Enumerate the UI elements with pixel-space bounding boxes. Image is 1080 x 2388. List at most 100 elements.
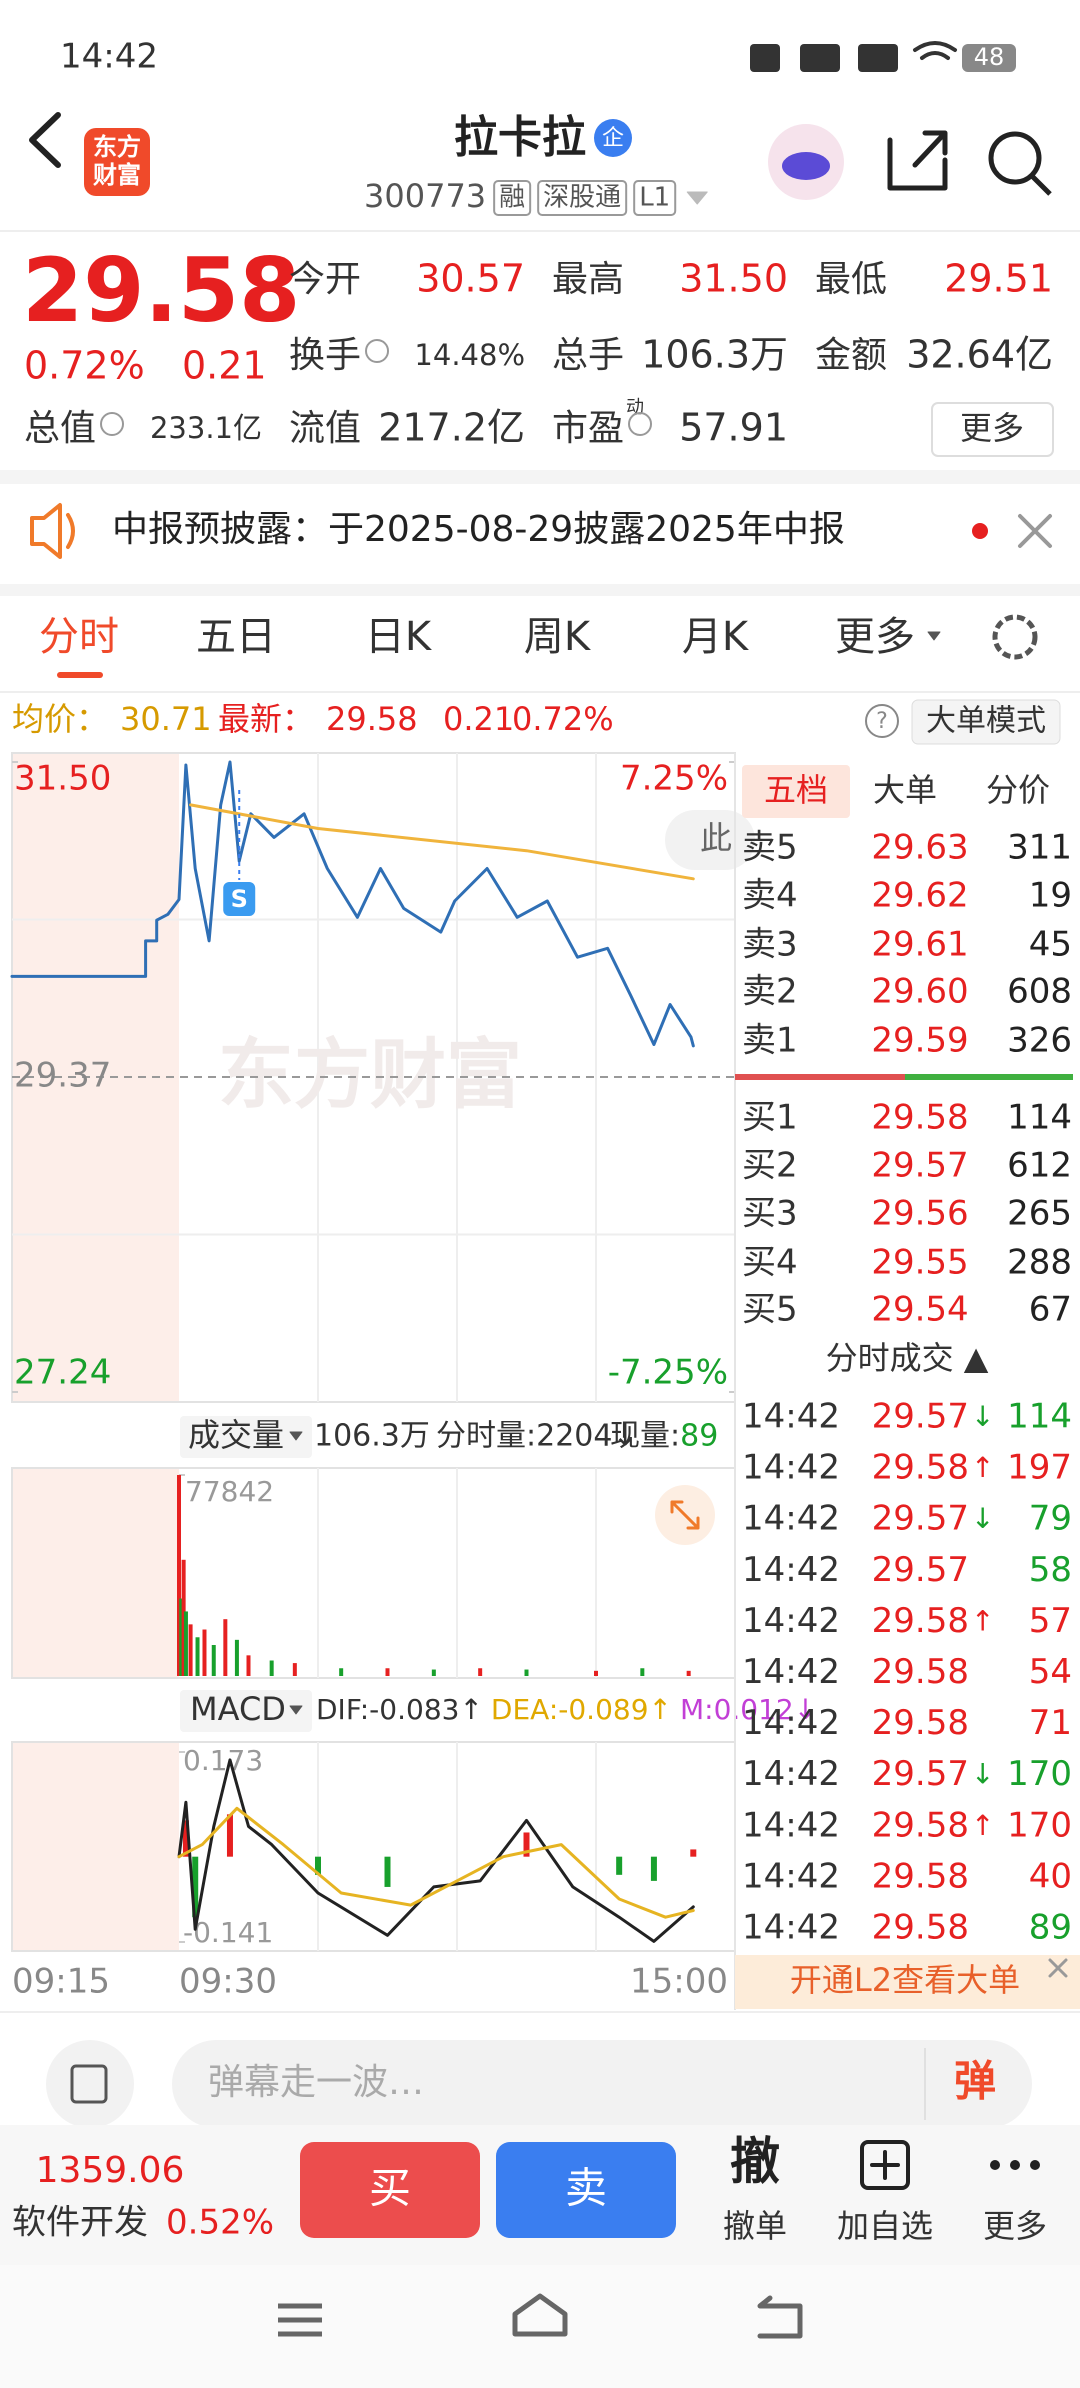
comment-placeholder[interactable]: 弹幕走一波… xyxy=(208,2062,424,2103)
sector-index: 1359.06 xyxy=(36,2150,185,2191)
chart-tab[interactable]: 周K xyxy=(524,614,592,660)
watchlist-icon xyxy=(860,2140,910,2190)
order-price: 29.62 xyxy=(871,876,968,916)
trade-price: 29.58 xyxy=(872,1448,969,1488)
danmu-toggle[interactable]: 弹 xyxy=(954,2057,996,2106)
trades-title: 分时成交 ▲ xyxy=(826,1339,989,1377)
y-tick-label: 77842 xyxy=(185,1475,274,1508)
more-dot xyxy=(1010,2160,1020,2170)
chart-tab[interactable]: 月K xyxy=(682,614,750,660)
sector-pct: 0.52% xyxy=(166,2203,274,2243)
signal-icon xyxy=(750,44,780,72)
comment-settings[interactable] xyxy=(46,2040,134,2128)
l2-banner-text[interactable]: 开通L2查看大单 xyxy=(790,1961,1020,1999)
trade-price: 29.58 xyxy=(872,1652,969,1692)
volume-bar xyxy=(223,1619,228,1676)
comment-input[interactable] xyxy=(172,2040,1032,2128)
trade-direction: ↑ xyxy=(971,1809,994,1842)
more-dot xyxy=(990,2160,1000,2170)
stock-tag: L1 xyxy=(639,183,670,213)
nav-back[interactable] xyxy=(757,2295,803,2339)
sell-button[interactable] xyxy=(496,2142,676,2238)
trade-volume: 170 xyxy=(1007,1805,1072,1845)
wifi-icon xyxy=(913,41,957,60)
chart-tab[interactable]: 更多 xyxy=(835,614,915,660)
share-button[interactable] xyxy=(887,130,948,191)
last-price: 29.58 xyxy=(22,239,300,342)
order-label: 买4 xyxy=(742,1243,798,1283)
help-text: ? xyxy=(876,709,888,734)
panel-header-box xyxy=(180,1690,312,1732)
marker xyxy=(223,882,256,916)
sell-label[interactable]: 卖 xyxy=(565,2164,607,2213)
order-book-tab[interactable]: 大单 xyxy=(873,771,937,809)
field-label: 总手 xyxy=(552,335,624,376)
close-notice[interactable] xyxy=(1018,514,1052,548)
chart-tab[interactable]: 五日 xyxy=(196,614,276,660)
field-value: 14.48% xyxy=(414,338,525,372)
volume-bar xyxy=(181,1559,186,1676)
order-book-tab[interactable]: 五档 xyxy=(764,771,828,809)
order-price: 29.60 xyxy=(871,972,968,1012)
buy-label[interactable]: 买 xyxy=(369,2164,411,2213)
trade-volume: 57 xyxy=(1029,1601,1072,1641)
chart-tab[interactable]: 分时 xyxy=(39,614,119,660)
order-price: 29.54 xyxy=(871,1290,968,1330)
action-label[interactable]: 撤单 xyxy=(723,2207,787,2245)
settings-button[interactable] xyxy=(992,614,1038,660)
change-pct: 0.72% xyxy=(24,344,145,388)
search-button[interactable] xyxy=(988,131,1042,185)
order-price: 29.55 xyxy=(871,1243,968,1283)
l2-banner[interactable] xyxy=(735,1955,1080,2009)
price-line xyxy=(189,803,695,881)
volume-bar xyxy=(177,1475,181,1676)
chart-tab[interactable]: 日K xyxy=(365,614,433,660)
y-tick-label: 31.50 xyxy=(14,759,111,799)
field-label: 流值 xyxy=(289,408,361,449)
watermark: 东方财富 xyxy=(218,1030,522,1119)
tag-box xyxy=(493,180,532,216)
field-label: 市盈 xyxy=(552,408,624,449)
tip-bubble xyxy=(665,810,755,870)
battery-level: 48 xyxy=(974,43,1005,71)
trade-volume: 170 xyxy=(1007,1754,1072,1794)
field-label: 总值 xyxy=(24,408,96,449)
trade-time: 14:42 xyxy=(742,1550,840,1590)
stock-tag: 深股通 xyxy=(543,183,621,213)
nav-home[interactable] xyxy=(512,2293,568,2337)
volume-bar xyxy=(339,1668,344,1676)
more-dot xyxy=(1030,2160,1040,2170)
field-label: 金额 xyxy=(815,335,887,376)
tag-box xyxy=(537,180,628,216)
info-avg: 30.71 xyxy=(120,700,212,738)
trade-time: 14:42 xyxy=(742,1499,840,1539)
ob-tab-active[interactable] xyxy=(742,765,850,818)
stock-name: 拉卡拉 xyxy=(454,112,586,163)
trade-price: 29.57 xyxy=(872,1754,969,1794)
macd-value: M:0.012↓ xyxy=(680,1693,817,1726)
watchlist-plus xyxy=(870,2150,900,2180)
close-banner xyxy=(1048,1958,1068,1978)
more-button[interactable] xyxy=(931,402,1054,457)
buy-button[interactable] xyxy=(300,2142,480,2238)
more-button-label[interactable]: 更多 xyxy=(960,409,1024,447)
x-tick-label: 09:30 xyxy=(179,1962,277,2002)
back-button[interactable] xyxy=(29,112,61,168)
volume-bar xyxy=(640,1668,645,1676)
pre-market-zone xyxy=(12,753,179,1402)
order-book-tab[interactable]: 分价 xyxy=(986,771,1050,809)
order-label: 卖1 xyxy=(742,1021,798,1061)
volume-bar xyxy=(594,1670,598,1676)
change: 0.21 xyxy=(182,344,267,388)
x-tick-label: 09:15 xyxy=(12,1962,110,2002)
trade-time: 14:42 xyxy=(742,1601,840,1641)
trade-price: 29.57 xyxy=(872,1397,969,1437)
trade-volume: 71 xyxy=(1029,1703,1072,1743)
action-label[interactable]: 更多 xyxy=(983,2207,1047,2245)
action-label[interactable]: 加自选 xyxy=(837,2207,933,2245)
mode-label[interactable]: 大单模式 xyxy=(926,704,1046,739)
mode-button[interactable] xyxy=(911,699,1061,745)
cancel-icon[interactable]: 撤 xyxy=(730,2133,780,2191)
